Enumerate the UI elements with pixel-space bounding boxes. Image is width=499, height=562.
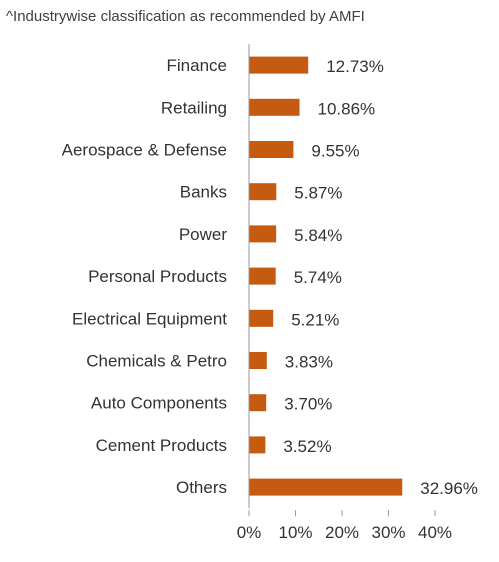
bar	[249, 267, 276, 285]
bar	[249, 225, 277, 243]
bar	[249, 56, 309, 74]
data-label: 5.87%	[294, 184, 342, 203]
data-label: 5.74%	[294, 268, 342, 287]
bar	[249, 183, 277, 201]
category-label: Auto Components	[91, 394, 227, 413]
category-label: Retailing	[161, 98, 227, 117]
data-label: 10.86%	[317, 99, 375, 118]
chart-footnote: ^Industrywise classification as recommen…	[6, 8, 365, 25]
category-label: Chemicals & Petro	[86, 352, 227, 371]
data-label: 3.70%	[284, 395, 332, 414]
category-label: Banks	[180, 183, 227, 202]
bar	[249, 436, 266, 454]
bar	[249, 478, 403, 496]
x-tick-label: 10%	[278, 523, 312, 542]
x-tick-label: 20%	[325, 523, 359, 542]
data-label: 5.21%	[291, 310, 339, 329]
bar	[249, 141, 294, 158]
category-label: Power	[179, 225, 228, 244]
bar	[249, 394, 267, 412]
category-label: Personal Products	[88, 267, 227, 286]
data-label: 12.73%	[326, 57, 384, 76]
x-tick-label: 40%	[418, 523, 452, 542]
bar	[249, 98, 300, 116]
data-label: 3.83%	[285, 353, 333, 372]
bar	[249, 352, 267, 369]
data-label: 9.55%	[311, 142, 359, 161]
data-label: 3.52%	[283, 437, 331, 456]
data-label: 32.96%	[420, 479, 478, 498]
category-label: Others	[176, 478, 227, 497]
x-tick-label: 30%	[371, 523, 405, 542]
bar	[249, 309, 274, 327]
category-label: Cement Products	[96, 436, 227, 455]
data-label: 5.84%	[294, 226, 342, 245]
category-label: Finance	[167, 56, 227, 75]
x-tick-label: 0%	[237, 523, 262, 542]
category-label: Aerospace & Defense	[62, 141, 227, 160]
category-label: Electrical Equipment	[72, 309, 227, 328]
